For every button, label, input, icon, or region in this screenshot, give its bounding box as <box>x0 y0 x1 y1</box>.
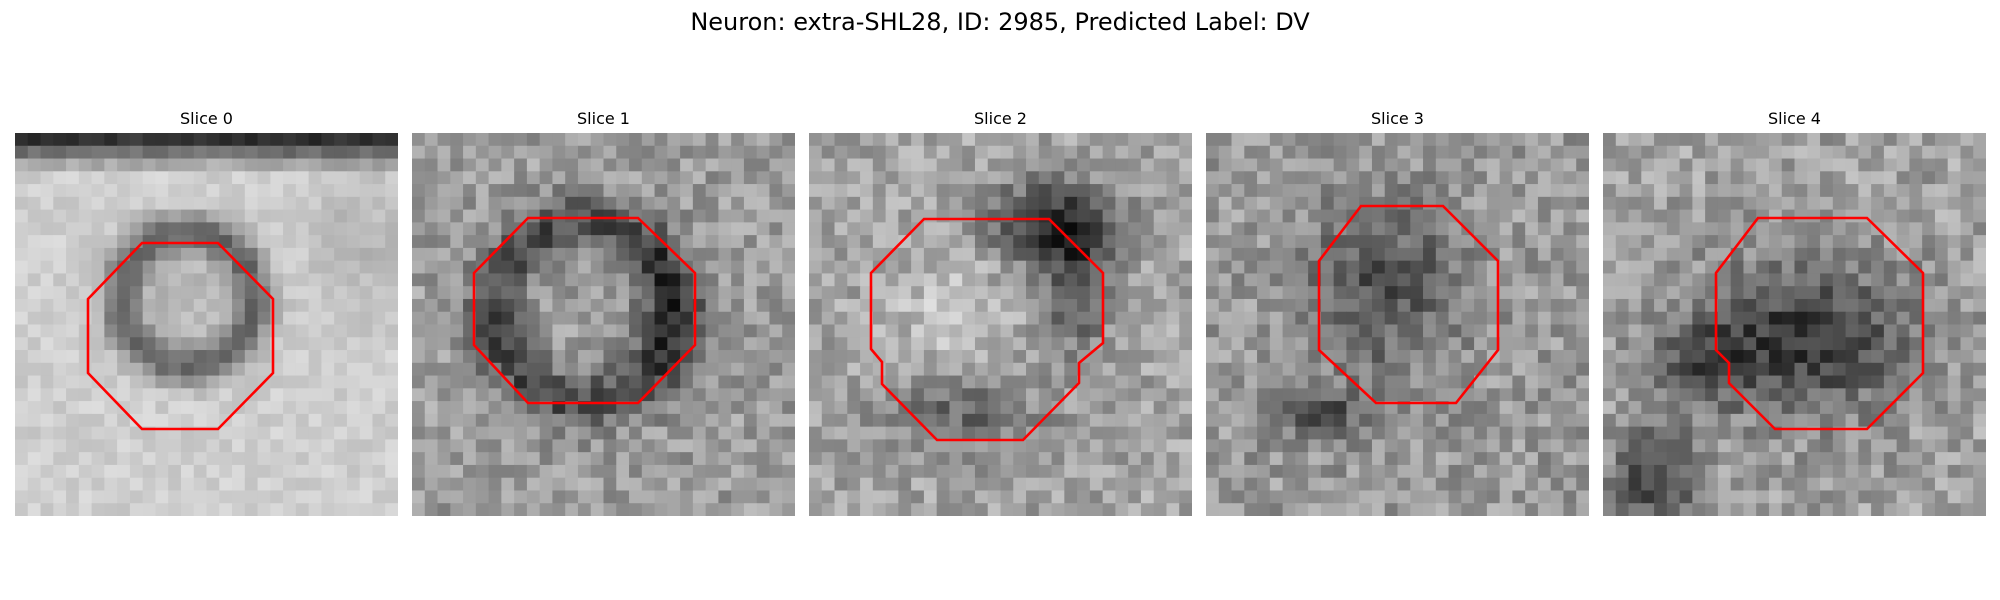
slice-title-4: Slice 4 <box>1768 109 1821 128</box>
slice-title-0: Slice 0 <box>180 109 233 128</box>
figure-title: Neuron: extra-SHL28, ID: 2985, Predicted… <box>690 8 1310 36</box>
roi-outline-0 <box>86 241 275 431</box>
slice-panel-1: Slice 1 <box>412 108 795 518</box>
slice-title-1: Slice 1 <box>577 109 630 128</box>
slice-4-pixel-grid <box>1603 133 1986 516</box>
slice-image-4 <box>1603 133 1986 516</box>
slice-panel-4: Slice 4 <box>1603 108 1986 518</box>
slice-title-2: Slice 2 <box>974 109 1027 128</box>
roi-outline-3 <box>1317 204 1500 405</box>
roi-outline-2 <box>869 217 1105 442</box>
roi-outline-1 <box>472 216 697 405</box>
slice-title-3: Slice 3 <box>1371 109 1424 128</box>
slice-image-3 <box>1206 133 1589 516</box>
slice-panel-0: Slice 0 <box>15 108 398 518</box>
slice-panel-2: Slice 2 <box>809 108 1192 518</box>
slice-image-0 <box>15 133 398 516</box>
slice-panel-3: Slice 3 <box>1206 108 1589 518</box>
slice-1-pixel-grid <box>412 133 795 516</box>
slice-0-pixel-grid <box>15 133 398 516</box>
slice-image-1 <box>412 133 795 516</box>
slice-2-pixel-grid <box>809 133 1192 516</box>
slice-3-pixel-grid <box>1206 133 1589 516</box>
slice-image-2 <box>809 133 1192 516</box>
roi-outline-4 <box>1714 216 1925 431</box>
